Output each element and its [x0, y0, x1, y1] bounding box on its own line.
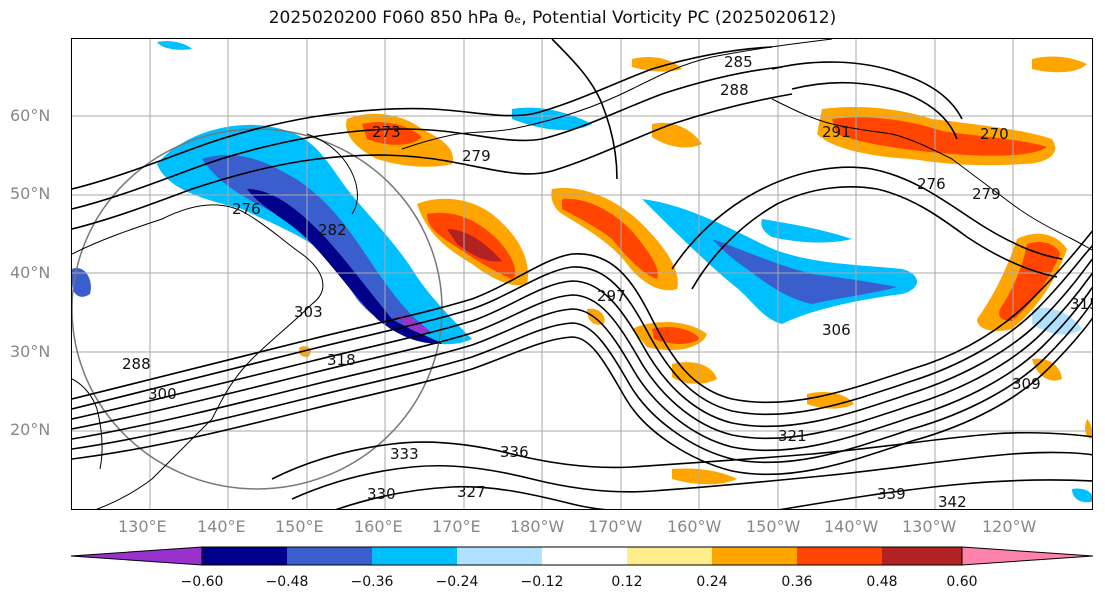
- colorbar-bin: [457, 547, 542, 565]
- colorbar-frame: [201, 546, 963, 566]
- colorbar-bin: [372, 547, 457, 565]
- pv-shading-negative: [72, 41, 1092, 503]
- pv-shading-positive: [298, 56, 1092, 485]
- colorbar-tick: 0.36: [781, 574, 813, 590]
- colorbar-bin: [542, 547, 627, 565]
- contour-label: 282: [318, 221, 347, 239]
- lon-label-160w: 160°W: [667, 517, 722, 536]
- colorbar: [70, 546, 1094, 570]
- lon-label-160e: 160°E: [354, 517, 403, 536]
- colorbar-tick: −0.12: [520, 574, 564, 590]
- contour-label: 279: [462, 147, 491, 165]
- contour-label: 336: [500, 443, 529, 461]
- colorbar-tick: −0.48: [265, 574, 309, 590]
- colorbar-extend-high: [961, 546, 1094, 566]
- lon-label-170e: 170°E: [432, 517, 481, 536]
- lat-label-60n: 60°N: [10, 106, 51, 125]
- colorbar-bin: [627, 547, 712, 565]
- theta-e-contours: [72, 39, 1092, 509]
- colorbar-tick: 0.48: [866, 574, 898, 590]
- colorbar-tick: −0.36: [350, 574, 394, 590]
- contour-label: 327: [457, 483, 486, 501]
- map-title: 2025020200 F060 850 hPa θₑ, Potential Vo…: [268, 8, 837, 28]
- contour-label: 288: [720, 81, 749, 99]
- colorbar-tick: −0.60: [180, 574, 224, 590]
- contour-label: 342: [938, 493, 967, 510]
- map-panel: 285 288 291 279 273 270 276 282 297 303 …: [71, 38, 1093, 510]
- lat-label-50n: 50°N: [10, 184, 51, 203]
- lat-label-40n: 40°N: [10, 263, 51, 282]
- lon-label-150w: 150°W: [746, 517, 801, 536]
- colorbar-bin: [882, 547, 962, 565]
- contour-label: 270: [980, 125, 1009, 143]
- lat-label-30n: 30°N: [10, 342, 51, 361]
- lon-label-130e: 130°E: [118, 517, 167, 536]
- contour-label: 279: [972, 185, 1001, 203]
- contour-label: 297: [597, 287, 626, 305]
- contour-label-group: 285 288 291 279 273 270 276 282 297 303 …: [122, 53, 1093, 510]
- colorbar-bin: [202, 547, 287, 565]
- graticule: [72, 39, 1092, 509]
- contour-label: 300: [148, 385, 177, 403]
- contour-label: 339: [877, 485, 906, 503]
- colorbar-tick: 0.60: [946, 574, 978, 590]
- contour-label: 333: [390, 445, 419, 463]
- contour-label: 303: [294, 303, 323, 321]
- contour-label: 285: [724, 53, 753, 71]
- colorbar-bin: [797, 547, 882, 565]
- contour-label: 291: [822, 123, 851, 141]
- lon-label-140e: 140°E: [197, 517, 246, 536]
- lon-label-180w: 180°W: [510, 517, 565, 536]
- lon-label-150e: 150°E: [275, 517, 324, 536]
- contour-label: 273: [372, 123, 401, 141]
- contour-label: 321: [778, 427, 807, 445]
- contour-label: 315: [1070, 295, 1093, 313]
- colorbar-bin: [287, 547, 372, 565]
- contour-label: 309: [1012, 375, 1041, 393]
- contour-label: 276: [917, 175, 946, 193]
- colorbar-svg: [70, 546, 1094, 566]
- contour-label: 306: [822, 321, 851, 339]
- colorbar-bin: [712, 547, 797, 565]
- lon-label-120w: 120°W: [982, 517, 1037, 536]
- colorbar-tick: 0.12: [611, 574, 643, 590]
- colorbar-tick: −0.24: [435, 574, 479, 590]
- lon-label-140w: 140°W: [824, 517, 879, 536]
- contour-label: 330: [367, 485, 396, 503]
- colorbar-extend-low: [70, 546, 203, 566]
- lat-label-20n: 20°N: [10, 420, 51, 439]
- contour-label: 288: [122, 355, 151, 373]
- lon-label-170w: 170°W: [588, 517, 643, 536]
- contour-label: 276: [232, 200, 261, 218]
- map-svg: 285 288 291 279 273 270 276 282 297 303 …: [72, 39, 1093, 510]
- contour-label: 318: [327, 351, 356, 369]
- colorbar-tick: 0.24: [696, 574, 728, 590]
- lon-label-130w: 130°W: [902, 517, 957, 536]
